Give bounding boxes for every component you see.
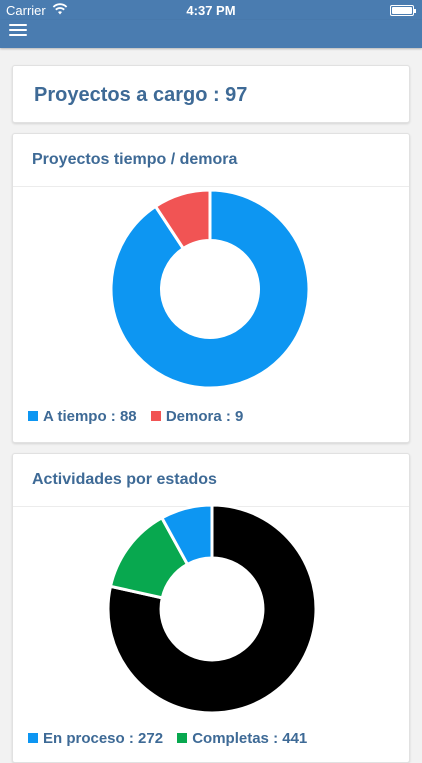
donut-slice-0-1 (153, 189, 212, 251)
legend-swatch-en-proceso (28, 733, 38, 743)
legend-item-completas: Completas : 441 (177, 730, 307, 747)
legend-swatch-completas (177, 733, 188, 743)
legend-swatch-demora (150, 411, 161, 421)
status-chart-card: Actividades por estados En proceso : 272… (12, 453, 410, 763)
carrier-label: Carrier (6, 3, 46, 18)
time-donut-chart (110, 189, 310, 389)
battery-icon (390, 5, 416, 16)
legend-item-demora: Demora : 9 (150, 408, 244, 425)
legend-label-en-proceso: En proceso : 272 (43, 730, 164, 747)
donut-slice-1-2 (159, 504, 214, 567)
summary-card: Proyectos a cargo : 97 (12, 65, 410, 123)
legend-label-completas: Completas : 441 (192, 730, 308, 747)
legend-item-en-proceso: En proceso : 272 (28, 730, 163, 747)
legend-item-a-tiempo: A tiempo : 88 (28, 408, 137, 425)
status-chart-legend: En proceso : 272 Completas : 441 (28, 730, 317, 747)
time-chart-card: Proyectos tiempo / demora A tiempo : 88 … (12, 133, 410, 443)
time-chart-legend: A tiempo : 88 Demora : 9 (28, 408, 253, 425)
donut-slice-0-0 (110, 189, 310, 389)
hamburger-menu-icon[interactable] (9, 22, 29, 38)
status-donut-chart (107, 504, 317, 714)
nav-bar (0, 20, 422, 48)
status-bar: Carrier 4:37 PM (0, 0, 422, 20)
wifi-icon (52, 3, 68, 15)
status-chart-title: Actividades por estados (13, 454, 409, 507)
legend-swatch-a-tiempo (28, 411, 38, 421)
time-chart-title: Proyectos tiempo / demora (13, 134, 409, 187)
projects-count-label: Proyectos a cargo : 97 (34, 84, 248, 106)
clock-time: 4:37 PM (186, 3, 236, 18)
legend-label-a-tiempo: A tiempo : 88 (43, 408, 137, 425)
donut-slice-1-0 (107, 504, 317, 714)
legend-label-demora: Demora : 9 (165, 408, 244, 425)
